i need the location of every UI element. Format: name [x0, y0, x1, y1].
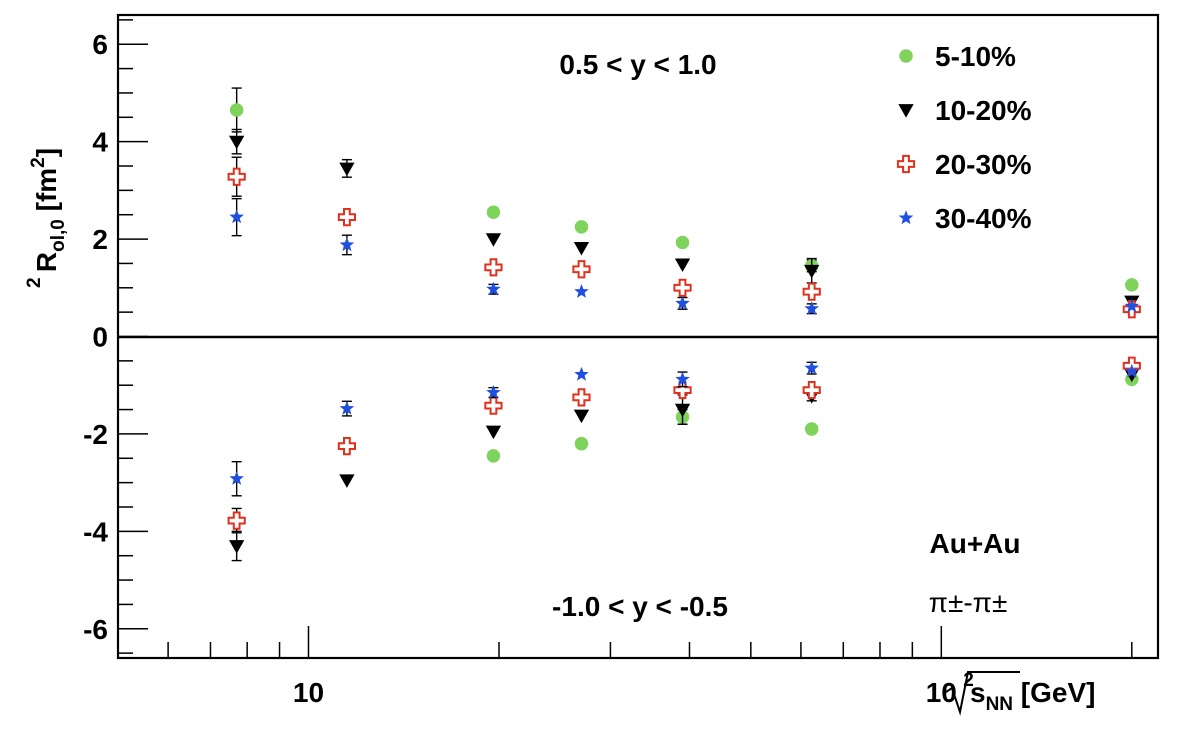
data-point-star	[339, 237, 355, 252]
legend-marker-star	[898, 210, 914, 225]
y-tick-label: 6	[92, 29, 108, 60]
data-point-triangle-down	[674, 258, 691, 273]
y-label-unit-open: [fm	[31, 168, 62, 219]
data-point-triangle-down	[804, 264, 820, 279]
data-layer	[227, 87, 1141, 562]
data-point-circle	[486, 449, 501, 463]
legend-label: 30-40%	[935, 203, 1032, 234]
sqrt-sign-icon	[945, 671, 1020, 716]
y-axis-label: Rol,0 [fm2] 2	[24, 148, 69, 288]
data-point-circle	[804, 422, 819, 436]
axis-ticks	[118, 19, 1133, 658]
x-tick-labels: 10 10 2	[293, 670, 974, 708]
svg-text:sNN [GeV]: sNN [GeV]	[970, 677, 1096, 715]
data-point-star	[486, 384, 501, 399]
data-point-circle	[675, 235, 690, 250]
data-point-triangle-down	[339, 474, 355, 488]
y-label-unit-sup: 2	[28, 157, 49, 168]
x-tick-label: 10	[926, 677, 957, 708]
x-tick-label: 10	[293, 677, 324, 708]
data-point-star	[229, 209, 244, 224]
y-tick-label: -4	[83, 516, 108, 547]
y-label-unit-close: ]	[31, 148, 62, 157]
data-point-open-cross	[337, 437, 357, 456]
data-point-star	[804, 301, 819, 315]
svg-text:Rol,0 [fm2]: Rol,0 [fm2]	[28, 148, 69, 272]
data-point-open-cross	[802, 282, 821, 301]
y-tick-label: -6	[83, 614, 108, 645]
legend-label: 20-30%	[935, 149, 1032, 180]
data-point-open-cross	[227, 511, 246, 530]
data-point-triangle-down	[573, 409, 590, 424]
legend-marker-circle	[899, 49, 913, 63]
data-point-circle	[486, 205, 501, 220]
annotation-lower-rapidity: -1.0 < y < -0.5	[552, 591, 728, 622]
data-point-star	[675, 371, 690, 386]
legend-marker-open-cross	[896, 154, 916, 174]
y-label-main: R	[31, 252, 62, 272]
x-label-unit: [GeV]	[1013, 677, 1095, 708]
y-label-sup: 2	[24, 277, 45, 288]
data-point-circle	[574, 220, 589, 234]
data-point-star	[574, 284, 589, 298]
x-label-sub: NN	[986, 694, 1013, 715]
legend-label: 5-10%	[935, 41, 1016, 72]
y-tick-label: 4	[92, 127, 108, 158]
data-point-triangle-down	[229, 540, 245, 554]
data-point-triangle-down	[674, 403, 691, 418]
data-point-circle	[229, 103, 244, 117]
data-point-star	[486, 281, 501, 296]
data-point-triangle-down	[485, 425, 502, 440]
annotation-system: Au+Au	[930, 528, 1021, 559]
data-point-star	[675, 295, 690, 310]
legend-label: 10-20%	[935, 95, 1032, 126]
data-point-open-cross	[227, 167, 246, 186]
annotation-pair: π±-π±	[929, 587, 1008, 618]
x-label-main: s	[970, 677, 986, 708]
data-point-circle	[1125, 278, 1139, 292]
data-point-star	[229, 471, 244, 485]
data-point-star	[804, 360, 819, 375]
data-point-triangle-down	[229, 135, 245, 150]
y-label-sub: ol,0	[48, 219, 69, 252]
data-point-triangle-down	[485, 233, 502, 247]
data-point-circle	[574, 436, 589, 451]
data-point-open-cross	[572, 260, 591, 279]
legend-marker-triangle-down	[898, 104, 914, 118]
data-point-open-cross	[673, 278, 692, 297]
x-axis-label: sNN [GeV]	[945, 671, 1096, 716]
data-point-triangle-down	[339, 162, 355, 177]
x-tick-label-sup: 2	[963, 670, 974, 691]
data-point-open-cross	[802, 380, 821, 400]
y-tick-label: 2	[92, 224, 108, 255]
data-point-star	[574, 366, 589, 381]
data-point-triangle-down	[573, 241, 590, 256]
data-point-star	[1124, 298, 1140, 313]
legend: 5-10% 10-20% 20-30% 30-40%	[896, 41, 1032, 234]
y-tick-label: 0	[92, 322, 108, 353]
y-tick-label: -2	[83, 419, 108, 450]
data-point-star	[339, 400, 355, 415]
data-point-star	[1124, 363, 1140, 378]
data-point-open-cross	[337, 208, 357, 227]
y-tick-labels: -6 -4 -2 0 2 4 6	[83, 29, 108, 645]
annotation-upper-rapidity: 0.5 < y < 1.0	[559, 49, 716, 80]
data-point-open-cross	[572, 388, 591, 407]
data-point-open-cross	[484, 396, 503, 415]
data-point-open-cross	[484, 258, 503, 277]
